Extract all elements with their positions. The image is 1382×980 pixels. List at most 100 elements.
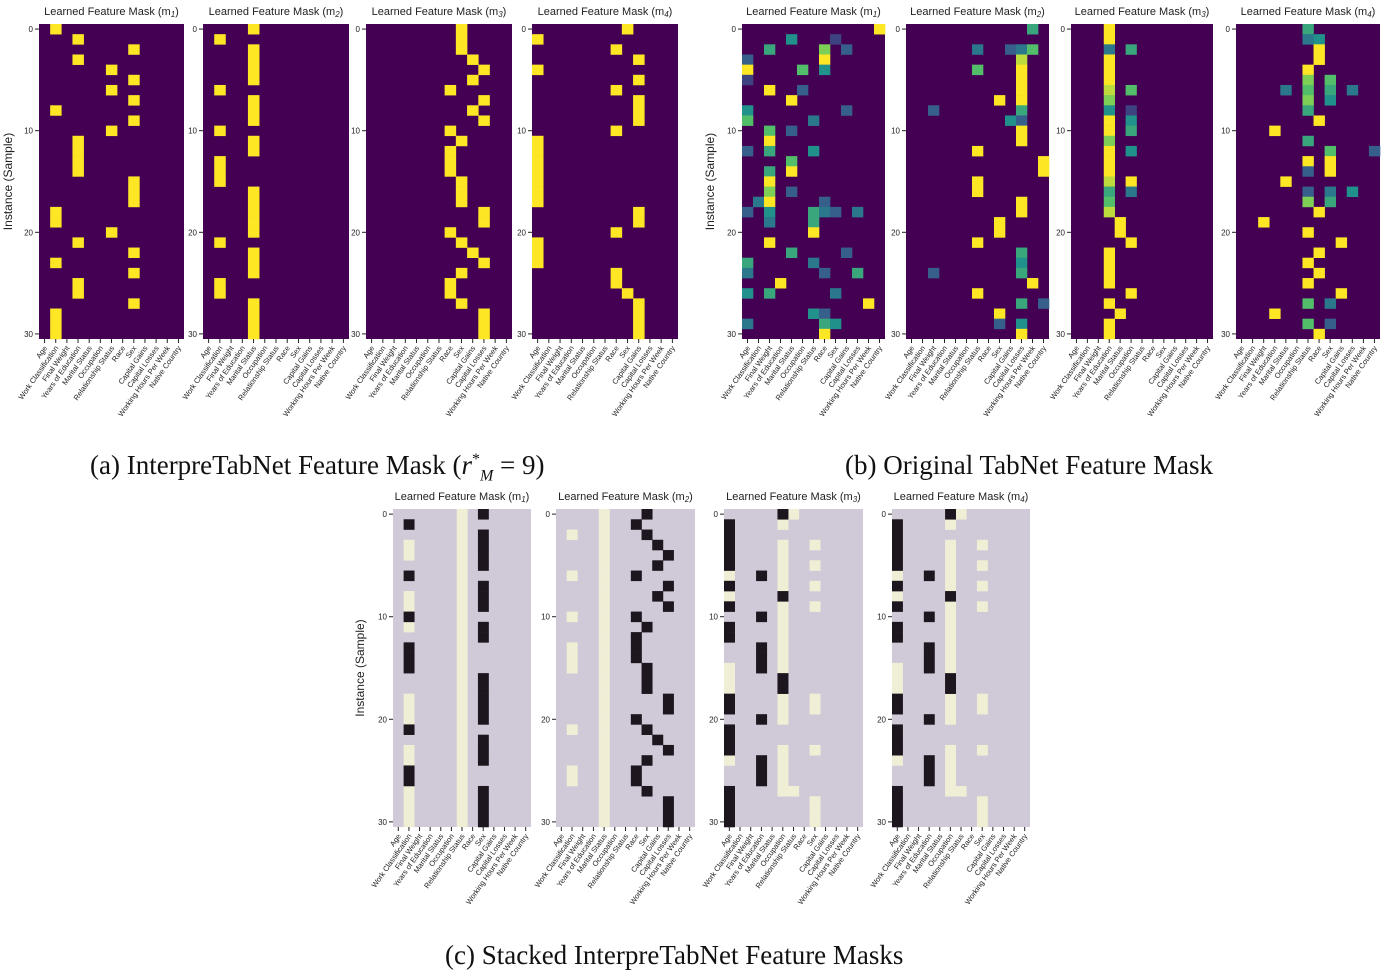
heatmap-cell bbox=[724, 662, 735, 674]
heatmap-cell bbox=[1103, 257, 1115, 269]
heatmap-cell bbox=[598, 796, 610, 807]
heatmap-cell bbox=[1016, 206, 1028, 218]
heatmap-cell bbox=[444, 166, 457, 177]
heatmap-cell bbox=[444, 156, 457, 167]
heatmap-cell bbox=[598, 621, 610, 633]
heatmap-group-c: Instance (Sample) Learned Feature Mask (m… bbox=[353, 491, 1030, 906]
heatmap-cell bbox=[976, 744, 988, 756]
heatmap-cell bbox=[724, 519, 735, 530]
heatmap-cell bbox=[1324, 196, 1336, 208]
heatmap-cell bbox=[764, 145, 776, 157]
heatmap-cell bbox=[598, 765, 610, 777]
y-tick-label: 20 bbox=[351, 228, 360, 237]
heatmap-cell bbox=[830, 288, 842, 299]
panel-c-m3: Learned Feature Mask (m3)0102030AgeWork … bbox=[701, 491, 863, 906]
heatmap-cell bbox=[777, 591, 789, 602]
heatmap-cell bbox=[566, 775, 578, 787]
heatmap-cell bbox=[1324, 156, 1336, 167]
heatmap-cell bbox=[819, 54, 831, 65]
heatmap-cell bbox=[955, 785, 967, 797]
heatmap-cell bbox=[214, 125, 226, 137]
heatmap-cell bbox=[662, 703, 674, 715]
heatmap-cell bbox=[247, 318, 260, 330]
heatmap-cell bbox=[777, 509, 789, 520]
heatmap-cell bbox=[972, 64, 984, 76]
heatmap-cell bbox=[777, 744, 789, 756]
heatmap-background bbox=[556, 509, 695, 827]
heatmap-cell bbox=[809, 580, 821, 592]
y-tick-label: 30 bbox=[188, 330, 197, 339]
heatmap-cell bbox=[444, 145, 457, 157]
heatmap-cell bbox=[1313, 267, 1325, 279]
heatmap-background bbox=[742, 24, 885, 339]
heatmap-cell bbox=[1103, 196, 1115, 208]
heatmap-cell bbox=[777, 601, 789, 612]
heatmap-cell bbox=[1016, 115, 1028, 126]
heatmap-cell bbox=[630, 652, 642, 664]
heatmap-cell bbox=[1016, 328, 1028, 340]
heatmap-cell bbox=[444, 125, 457, 137]
heatmap-cell bbox=[994, 95, 1006, 106]
heatmap-cell bbox=[456, 714, 468, 725]
heatmap-cell bbox=[456, 529, 468, 541]
y-tick-label: 20 bbox=[188, 228, 197, 237]
heatmap-cell bbox=[128, 95, 140, 106]
heatmap-cell bbox=[403, 601, 415, 612]
heatmap-cell bbox=[566, 652, 578, 664]
heatmap-cell bbox=[247, 145, 260, 157]
heatmap-cell bbox=[456, 673, 468, 684]
heatmap-cell bbox=[456, 693, 468, 705]
heatmap-cell bbox=[892, 693, 903, 705]
heatmap-cell bbox=[756, 662, 768, 674]
heatmap-cell bbox=[403, 662, 415, 674]
heatmap-cell bbox=[662, 601, 674, 612]
heatmap-cell bbox=[633, 74, 645, 86]
y-tick-label: 10 bbox=[891, 127, 900, 136]
heatmap-cell bbox=[1324, 145, 1336, 157]
heatmap-cell bbox=[128, 115, 140, 126]
heatmap-cell bbox=[403, 703, 415, 715]
heatmap-cell bbox=[777, 714, 789, 725]
heatmap-cell bbox=[630, 765, 642, 777]
heatmap-background bbox=[366, 24, 512, 339]
heatmap-cell bbox=[105, 125, 118, 137]
heatmap-cell bbox=[598, 785, 610, 797]
caption-a: (a) InterpreTabNet Feature Mask (r*M = 9… bbox=[90, 450, 545, 485]
panel-title: Learned Feature Mask (m3) bbox=[726, 491, 861, 504]
heatmap-cell bbox=[892, 724, 903, 735]
heatmap-cell bbox=[598, 683, 610, 694]
heatmap-cell bbox=[1103, 24, 1115, 35]
heatmap-cell bbox=[598, 755, 610, 766]
heatmap-cell bbox=[72, 34, 84, 45]
heatmap-cell bbox=[478, 64, 490, 76]
panel-title: Learned Feature Mask (m1) bbox=[395, 491, 530, 504]
heatmap-cell bbox=[1103, 34, 1115, 45]
heatmap-cell bbox=[945, 693, 956, 705]
heatmap-cell bbox=[621, 24, 634, 35]
heatmap-cell bbox=[777, 785, 789, 797]
heatmap-cell bbox=[455, 44, 468, 55]
heatmap-cell bbox=[598, 724, 610, 735]
heatmap-cell bbox=[1280, 176, 1292, 187]
heatmap-cell bbox=[105, 84, 118, 96]
heatmap-cell bbox=[786, 166, 798, 177]
heatmap-cell bbox=[976, 601, 988, 612]
heatmap-cell bbox=[764, 84, 776, 96]
heatmap-cell bbox=[50, 24, 62, 35]
heatmap-cell bbox=[403, 744, 415, 756]
heatmap-cell bbox=[610, 84, 623, 96]
heatmap-cell bbox=[1027, 44, 1039, 55]
heatmap-cell bbox=[598, 642, 610, 653]
heatmap-cell bbox=[819, 328, 831, 340]
heatmap-cell bbox=[403, 693, 415, 705]
heatmap-cell bbox=[994, 217, 1006, 228]
heatmap-cell bbox=[1016, 267, 1028, 279]
heatmap-cell bbox=[1269, 308, 1281, 319]
heatmap-cell bbox=[1346, 84, 1359, 96]
heatmap-cell bbox=[1125, 288, 1137, 299]
heatmap-cell bbox=[1324, 318, 1336, 330]
heatmap-cell bbox=[945, 744, 956, 756]
heatmap-cell bbox=[830, 318, 842, 330]
heatmap-cell bbox=[1016, 74, 1028, 86]
heatmap-cell bbox=[455, 267, 468, 279]
